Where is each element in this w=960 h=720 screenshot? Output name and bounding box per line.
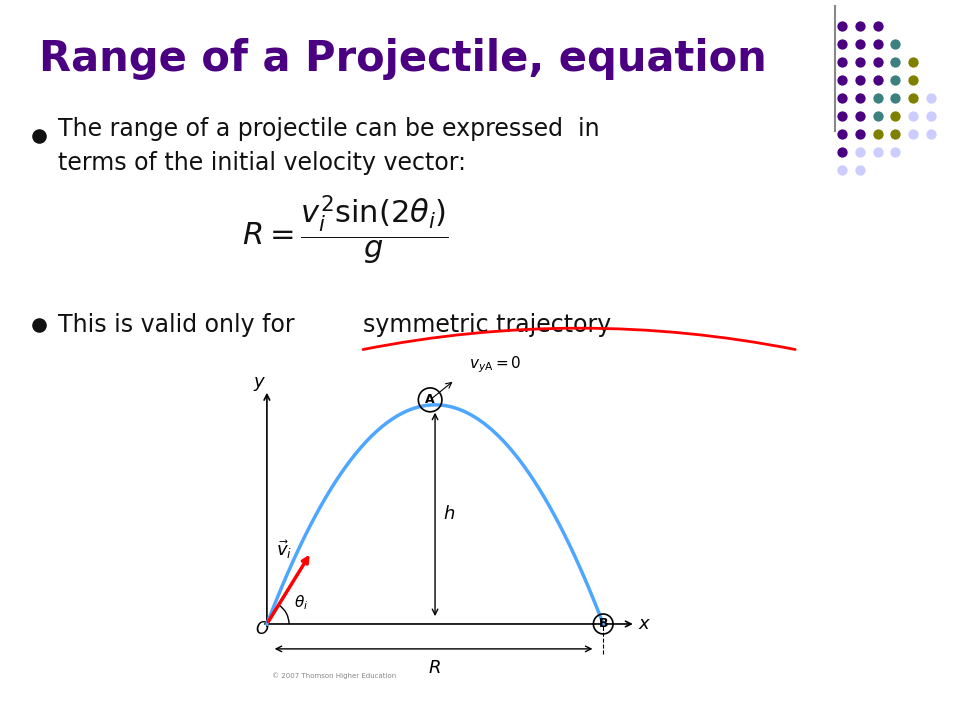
Point [870,146,885,158]
Point [870,38,885,50]
Point [888,146,903,158]
Point [852,110,868,122]
Point [888,92,903,104]
Point [923,92,938,104]
Text: O: O [255,620,268,638]
Point [888,128,903,140]
Text: x: x [638,615,649,633]
Point [888,74,903,86]
Text: B: B [598,618,608,631]
Point [834,38,850,50]
Text: A: A [425,393,435,406]
Text: terms of the initial velocity vector:: terms of the initial velocity vector: [59,150,467,175]
Text: © 2007 Thomson Higher Education: © 2007 Thomson Higher Education [272,672,396,679]
Text: R: R [429,659,442,677]
Point [852,146,868,158]
Point [834,110,850,122]
Text: $\vec{v}_i$: $\vec{v}_i$ [276,538,293,561]
Text: symmetric trajectory: symmetric trajectory [363,313,612,337]
Point [888,56,903,68]
Point [870,21,885,32]
Point [870,110,885,122]
Point [834,56,850,68]
Point [852,74,868,86]
Point [31,130,46,142]
Point [905,56,921,68]
Point [31,320,46,331]
Text: Range of a Projectile, equation: Range of a Projectile, equation [38,38,766,80]
Text: h: h [443,505,454,523]
Point [834,146,850,158]
Point [870,92,885,104]
Point [852,92,868,104]
Point [905,110,921,122]
Point [852,38,868,50]
Text: This is valid only for: This is valid only for [59,313,302,337]
Text: $\theta_i$: $\theta_i$ [295,593,309,612]
Point [905,92,921,104]
Text: The range of a projectile can be expressed  in: The range of a projectile can be express… [59,117,600,141]
Point [905,128,921,140]
Text: y: y [253,373,264,391]
Point [888,38,903,50]
Point [852,164,868,176]
Point [852,21,868,32]
Point [852,128,868,140]
Point [870,74,885,86]
Point [923,110,938,122]
Point [870,56,885,68]
Point [888,110,903,122]
Point [834,128,850,140]
Point [834,74,850,86]
Point [923,128,938,140]
Text: $v_{y\mathrm{A}} = 0$: $v_{y\mathrm{A}} = 0$ [469,354,522,375]
Point [852,56,868,68]
Point [834,92,850,104]
Point [870,128,885,140]
Text: $R = \dfrac{v_i^2 \sin(2\theta_i)}{g}$: $R = \dfrac{v_i^2 \sin(2\theta_i)}{g}$ [242,194,449,267]
Point [834,164,850,176]
Point [834,21,850,32]
Point [905,74,921,86]
